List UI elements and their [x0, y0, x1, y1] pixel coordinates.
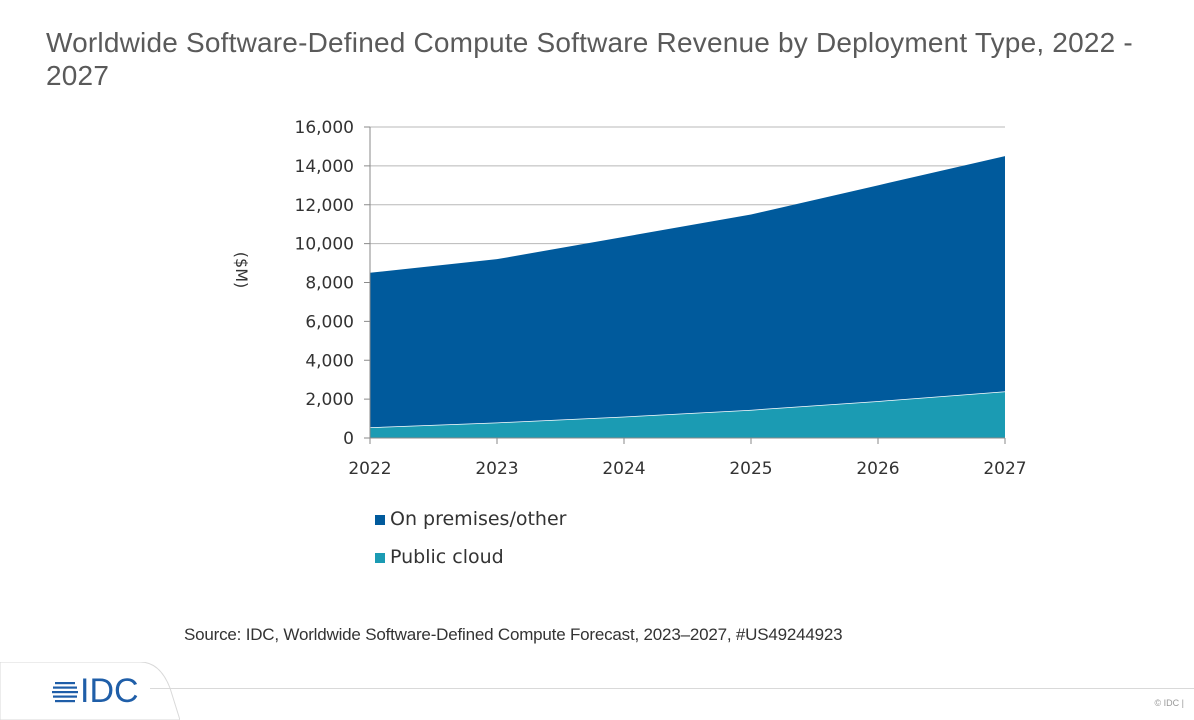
source-note: Source: IDC, Worldwide Software-Defined … — [184, 625, 843, 644]
area-public-cloud — [370, 391, 1005, 438]
y-tick-label: 2,000 — [305, 390, 354, 410]
legend-label: On premises/other — [390, 508, 567, 530]
y-tick-label: 16,000 — [295, 118, 354, 138]
area-on-premises-other — [370, 156, 1005, 428]
area-series — [369, 156, 1006, 438]
x-tick-label: 2026 — [856, 459, 899, 479]
y-tick-label: 4,000 — [305, 351, 354, 371]
axes: 0 2,000 4,000 6,000 8,000 10,000 12,000 14,000 1… — [295, 118, 1027, 479]
y-tick-label: 0 — [343, 429, 354, 449]
footer-divider — [150, 688, 1194, 689]
x-tick-label: 2023 — [475, 459, 518, 479]
y-tick-label: 8,000 — [305, 274, 354, 294]
y-tick-label: 10,000 — [295, 235, 354, 255]
footer-tab-shape — [0, 662, 180, 720]
legend-swatch — [375, 515, 385, 525]
y-tick-label: 6,000 — [305, 312, 354, 332]
copyright-text: © IDC | — [1154, 698, 1184, 708]
chart-title: Worldwide Software-Defined Compute Softw… — [46, 27, 1133, 91]
x-tick-label: 2022 — [348, 459, 391, 479]
legend-swatch — [375, 553, 385, 563]
legend: On premises/other Public cloud — [375, 508, 567, 568]
idc-logo-text: IDC — [80, 672, 139, 710]
y-axis-title: ($M) — [232, 252, 251, 288]
chart-area: 0 2,000 4,000 6,000 8,000 10,000 12,000 14,000 1… — [232, 118, 1027, 568]
y-tick-label: 12,000 — [295, 196, 354, 216]
legend-label: Public cloud — [390, 546, 504, 568]
x-tick-label: 2024 — [602, 459, 645, 479]
y-tick-label: 14,000 — [295, 157, 354, 177]
idc-logo-icon — [52, 682, 78, 703]
x-tick-label: 2025 — [729, 459, 772, 479]
x-tick-label: 2027 — [983, 459, 1026, 479]
idc-logo: IDC — [52, 674, 139, 708]
